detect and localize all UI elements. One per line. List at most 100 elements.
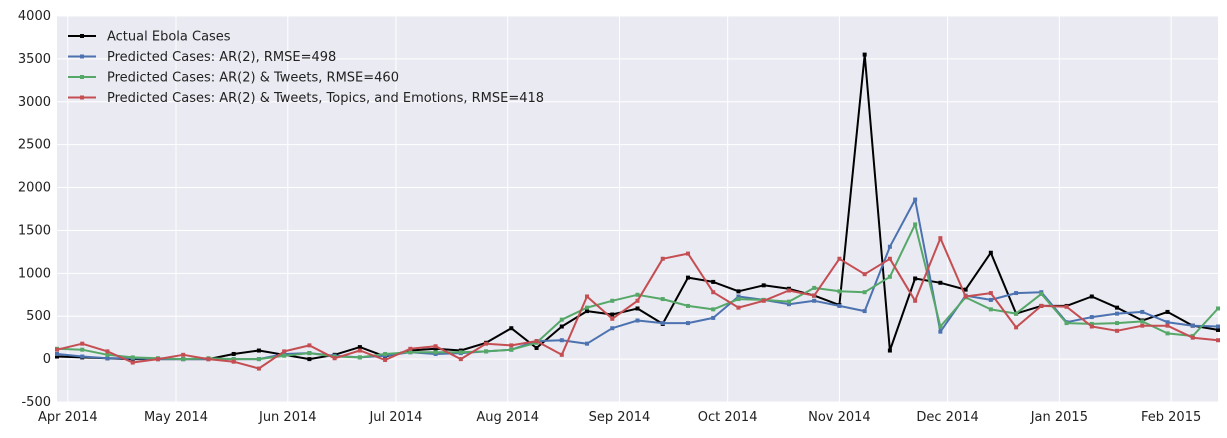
data-point (433, 350, 438, 355)
data-point (963, 294, 968, 299)
legend-marker (80, 75, 84, 79)
data-point (786, 302, 791, 307)
data-point (660, 297, 665, 302)
data-point (1115, 305, 1120, 310)
data-point (761, 298, 766, 303)
data-point (585, 309, 590, 314)
data-point (585, 305, 590, 310)
data-point (80, 354, 85, 359)
legend-marker (80, 95, 84, 100)
plot-background (57, 16, 1218, 402)
data-point (534, 345, 539, 350)
y-tick-label: 0 (43, 352, 51, 367)
legend-entry-label: Predicted Cases: AR(2) & Tweets, Topics,… (107, 91, 544, 106)
data-point (711, 307, 716, 312)
data-point (130, 355, 135, 360)
legend-entry-label: Actual Ebola Cases (107, 30, 231, 45)
data-point (282, 349, 287, 354)
data-point (660, 256, 665, 261)
data-point (458, 357, 463, 362)
data-point (938, 329, 943, 334)
data-point (509, 347, 514, 352)
data-point (181, 352, 186, 357)
data-point (585, 341, 590, 346)
data-point (685, 303, 690, 308)
data-point (610, 298, 615, 303)
data-point (1064, 321, 1069, 326)
data-point (887, 244, 892, 249)
data-point (913, 276, 918, 281)
data-point (812, 298, 817, 303)
data-point (887, 348, 892, 353)
data-point (1190, 323, 1195, 328)
data-point (1089, 324, 1094, 329)
data-point (786, 299, 791, 304)
x-tick-label: Jul 2014 (368, 410, 422, 425)
data-point (256, 366, 261, 371)
x-tick-label: Aug 2014 (476, 410, 539, 425)
legend-entry-label: Predicted Cases: AR(2), RMSE=498 (107, 50, 336, 65)
data-point (105, 356, 110, 361)
data-point (559, 324, 564, 329)
data-point (635, 306, 640, 311)
y-tick-label: 1000 (18, 266, 51, 281)
data-point (1115, 328, 1120, 333)
data-point (1039, 291, 1044, 296)
data-point (1089, 294, 1094, 299)
data-point (509, 326, 514, 331)
data-point (256, 357, 261, 362)
data-point (484, 349, 489, 354)
data-point (357, 348, 362, 353)
data-point (862, 290, 867, 295)
data-point (332, 356, 337, 361)
data-point (80, 341, 85, 346)
data-point (1165, 331, 1170, 336)
data-point (484, 341, 489, 346)
data-point (837, 289, 842, 294)
y-tick-label: 4000 (18, 9, 51, 24)
data-point (610, 316, 615, 321)
data-point (55, 347, 59, 352)
data-point (307, 343, 312, 348)
data-point (231, 359, 236, 364)
data-point (1014, 325, 1019, 330)
data-point (660, 321, 665, 326)
data-point (736, 305, 741, 310)
data-point (711, 279, 716, 284)
data-point (812, 293, 817, 298)
data-point (635, 318, 640, 323)
data-point (1165, 320, 1170, 325)
data-point (105, 352, 110, 357)
y-tick-label: 3000 (18, 95, 51, 110)
legend: Actual Ebola Cases Predicted Cases: AR(2)… (68, 30, 544, 106)
data-point (887, 274, 892, 279)
data-point (913, 197, 918, 202)
data-point (837, 303, 842, 308)
data-point (736, 294, 741, 299)
data-point (711, 315, 716, 320)
data-point (383, 351, 388, 356)
data-point (711, 290, 716, 295)
data-point (610, 326, 615, 331)
y-axis-ticks: -500 0 500 1000 1500 2000 2500 3000 3500 4000 (18, 9, 51, 410)
data-point (1165, 323, 1170, 328)
y-tick-label: 2500 (18, 138, 51, 153)
data-point (1165, 309, 1170, 314)
data-point (862, 272, 867, 277)
x-axis-ticks: Apr 2014 May 2014 Jun 2014 Jul 2014 Aug 2014… (38, 410, 1201, 425)
data-point (55, 351, 59, 356)
x-tick-label: Sep 2014 (589, 410, 651, 425)
data-point (913, 222, 918, 227)
data-point (458, 350, 463, 355)
data-point (862, 309, 867, 314)
data-point (988, 297, 993, 302)
data-point (1140, 319, 1145, 324)
data-point (685, 321, 690, 326)
data-point (1216, 327, 1220, 332)
data-point (130, 360, 135, 365)
data-point (1115, 321, 1120, 326)
data-point (1115, 311, 1120, 316)
data-point (307, 351, 312, 356)
data-point (610, 312, 615, 317)
